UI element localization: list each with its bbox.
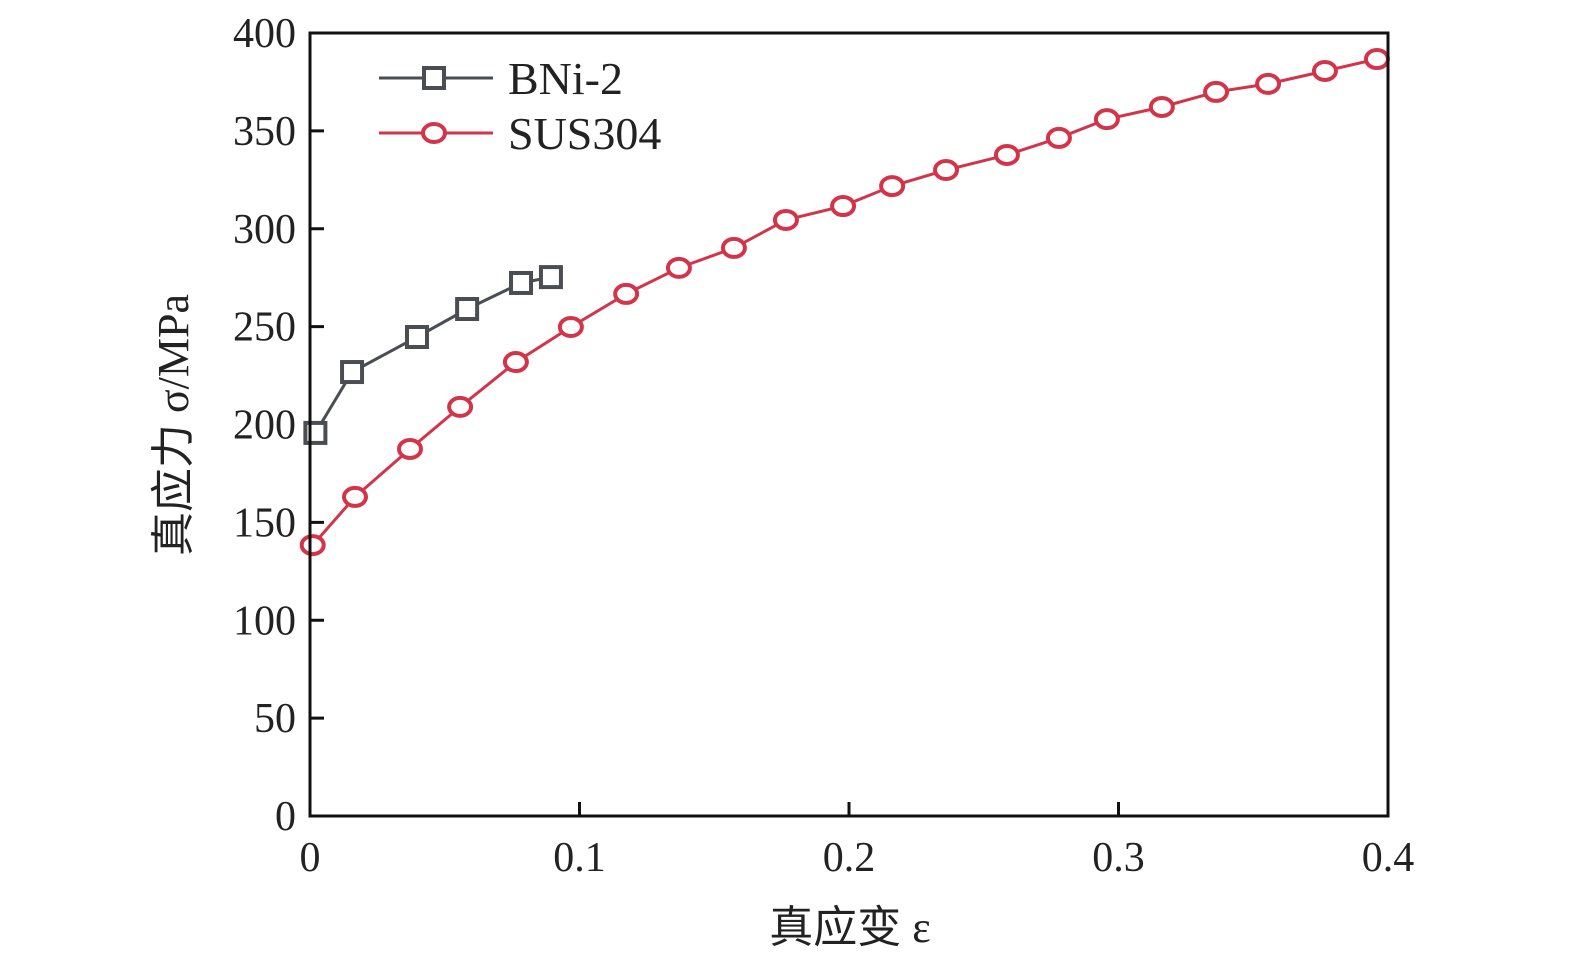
legend-label: SUS304	[508, 108, 661, 159]
data-point	[421, 122, 447, 144]
plot-frame	[308, 31, 1390, 818]
data-point	[613, 282, 640, 305]
data-point	[455, 297, 480, 322]
x-tick-label: 0.2	[823, 835, 876, 881]
data-point	[1148, 95, 1175, 118]
data-point	[665, 256, 692, 279]
data-point	[538, 265, 563, 290]
y-tick-label: 50	[254, 696, 296, 742]
data-point	[396, 437, 423, 460]
y-tick-label: 350	[233, 109, 296, 155]
data-point	[1045, 126, 1072, 149]
x-tick-label: 0.1	[553, 835, 606, 881]
y-tick-label: 100	[233, 598, 296, 644]
data-point	[720, 236, 747, 259]
data-point	[557, 316, 584, 339]
x-axis-title: 真应变 ε	[769, 903, 930, 952]
y-tick-label: 200	[233, 403, 296, 449]
series-group	[299, 48, 1390, 557]
data-point	[993, 143, 1020, 166]
y-tick-label: 250	[233, 305, 296, 351]
y-tick-label: 300	[233, 207, 296, 253]
axis-ticks	[308, 31, 1390, 818]
y-axis-title: 真应力 σ/MPa	[149, 294, 198, 556]
legend-item: SUS304	[379, 108, 661, 159]
series-bni-2	[303, 265, 563, 445]
data-point	[933, 159, 960, 182]
data-point	[447, 395, 474, 418]
legend-item: BNi-2	[379, 53, 623, 104]
y-tick-labels: 0 50 100 150 200 250 300 350 400	[233, 11, 296, 840]
data-point	[879, 175, 906, 198]
data-point	[1255, 72, 1282, 95]
legend-label: BNi-2	[508, 53, 623, 104]
data-point	[404, 324, 429, 349]
y-tick-label: 400	[233, 11, 296, 57]
data-point	[1363, 48, 1390, 71]
data-point	[502, 351, 529, 374]
data-point	[340, 360, 365, 385]
data-point	[1203, 80, 1230, 103]
data-point	[509, 270, 534, 295]
x-tick-label: 0.4	[1362, 835, 1415, 881]
y-tick-label: 0	[275, 794, 296, 840]
x-tick-label: 0.3	[1092, 835, 1145, 881]
x-tick-labels: 0 0.1 0.2 0.3 0.4	[300, 835, 1415, 881]
data-point	[1093, 108, 1120, 131]
y-tick-label: 150	[233, 500, 296, 546]
x-tick-label: 0	[300, 835, 321, 881]
data-point	[1311, 59, 1338, 82]
data-point	[772, 208, 799, 231]
data-point	[422, 66, 446, 90]
data-point	[830, 195, 857, 218]
data-point	[342, 485, 369, 508]
series-sus304	[299, 48, 1390, 557]
data-point	[303, 420, 328, 445]
data-point	[299, 534, 326, 557]
